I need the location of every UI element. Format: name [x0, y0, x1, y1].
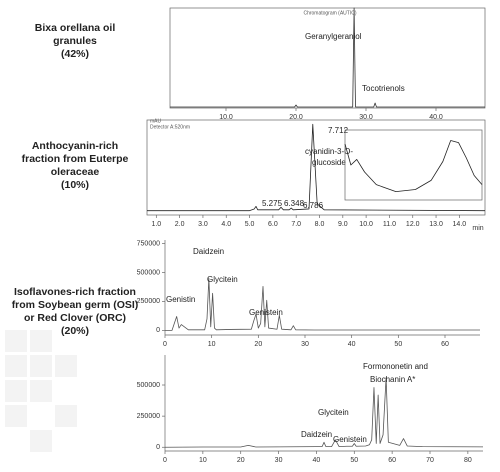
tile	[55, 405, 77, 427]
x-tick-label: 20.0	[289, 114, 303, 121]
plot-frame	[146, 119, 486, 216]
x-tick-label: 40	[348, 341, 356, 348]
y-axis-label: mAU	[150, 118, 162, 124]
x-tick-label: 12.0	[406, 221, 420, 228]
panel-label: fraction from Euterpe	[22, 153, 129, 165]
tile	[55, 355, 77, 377]
x-tick-label: 10	[208, 341, 216, 348]
x-tick-label: 50	[394, 341, 402, 348]
x-tick-label: 70	[426, 457, 434, 464]
peak-annotation: Daidzein	[193, 247, 224, 256]
y-tick-label: 500000	[137, 382, 160, 389]
x-tick-label: 10	[199, 457, 207, 464]
x-tick-label: 5.0	[245, 221, 255, 228]
y-tick-label: 250000	[137, 298, 160, 305]
x-tick-label: 10.0	[359, 221, 373, 228]
panel-label: Bixa orellana oil	[35, 22, 116, 34]
x-tick-label: 14.0	[453, 221, 467, 228]
x-tick-label: 0	[163, 341, 167, 348]
plot-frame	[344, 129, 483, 201]
y-tick-label: 0	[156, 444, 160, 451]
x-tick-label: 80	[464, 457, 472, 464]
y-tick-label: 750000	[137, 240, 160, 247]
x-tick-label: 50	[350, 457, 358, 464]
peak-annotation: Geranylgeraniol	[305, 32, 362, 41]
x-tick-label: 60	[441, 341, 449, 348]
peak-annotation: Genistin	[166, 295, 195, 304]
y-tick-label: 0	[156, 327, 160, 334]
chart-header: Detector A:520nm	[150, 124, 190, 130]
tile	[5, 405, 27, 427]
peak-annotation: 6.348	[284, 199, 305, 208]
x-tick-label: 13.0	[429, 221, 443, 228]
peak-annotation: cyanidin-3-O-	[305, 147, 353, 156]
x-tick-label: 7.0	[291, 221, 301, 228]
x-tick-label: 20	[237, 457, 245, 464]
x-tick-label: 0	[163, 457, 167, 464]
peak-annotation: Genistein	[249, 308, 283, 317]
panel-label: granules	[53, 35, 97, 47]
panel-label: oleraceae	[51, 166, 100, 178]
panel-label: Anthocyanin-rich	[32, 140, 118, 152]
x-tick-label: 6.0	[268, 221, 278, 228]
panel-label: (10%)	[61, 179, 89, 191]
peak-annotation: Tocotrienols	[362, 84, 405, 93]
plot-frame	[169, 7, 486, 109]
x-tick-label: 20	[254, 341, 262, 348]
x-tick-label: 9.0	[338, 221, 348, 228]
x-tick-label: 40.0	[429, 114, 443, 121]
x-tick-label: 3.0	[198, 221, 208, 228]
panel-label: Isoflavones-rich fraction	[14, 286, 136, 298]
tile	[30, 430, 52, 452]
decoration	[5, 330, 77, 452]
tile	[30, 380, 52, 402]
trace	[344, 140, 483, 192]
trace	[147, 123, 486, 212]
y-tick-label: 250000	[137, 413, 160, 420]
peak-annotation: 7.712	[328, 126, 349, 135]
tile	[5, 330, 27, 352]
peak-annotation: Genistein	[333, 435, 367, 444]
x-tick-label: 30	[301, 341, 309, 348]
x-tick-label: 10.0	[219, 114, 233, 121]
tile	[5, 380, 27, 402]
peak-annotation: Formononetin and	[363, 362, 428, 371]
x-tick-label: 11.0	[383, 221, 396, 228]
trace	[165, 277, 480, 331]
peak-annotation: Glycitein	[207, 275, 238, 284]
panel-label: from Soybean germ (OSI)	[12, 299, 139, 311]
panel-label: (42%)	[61, 48, 89, 60]
peak-annotation: 6.786	[303, 201, 324, 210]
x-tick-label: 30.0	[359, 114, 373, 121]
chart-header: Chromatogram (AUTIC)	[303, 10, 356, 16]
x-tick-label: 4.0	[221, 221, 231, 228]
x-tick-label: 8.0	[315, 221, 325, 228]
tile	[30, 355, 52, 377]
panel-label: or Red Clover (ORC)	[24, 312, 126, 324]
x-tick-label: 60	[388, 457, 396, 464]
x-tick-label: 2.0	[175, 221, 185, 228]
x-tick-label: 30	[275, 457, 283, 464]
x-tick-label: 1.0	[151, 221, 161, 228]
peak-annotation: Glycitein	[318, 408, 349, 417]
peak-annotation: 5.275	[262, 199, 283, 208]
panel-label: (20%)	[61, 325, 89, 337]
tile	[30, 330, 52, 352]
peak-annotation: glucoside	[312, 158, 346, 167]
x-axis-label: min	[472, 225, 483, 232]
peak-annotation: Biochanin A*	[370, 375, 415, 384]
y-tick-label: 500000	[137, 269, 160, 276]
trace	[170, 7, 485, 108]
tile	[5, 355, 27, 377]
peak-annotation: Daidzein	[301, 430, 332, 439]
trace	[164, 377, 484, 448]
x-tick-label: 40	[313, 457, 321, 464]
